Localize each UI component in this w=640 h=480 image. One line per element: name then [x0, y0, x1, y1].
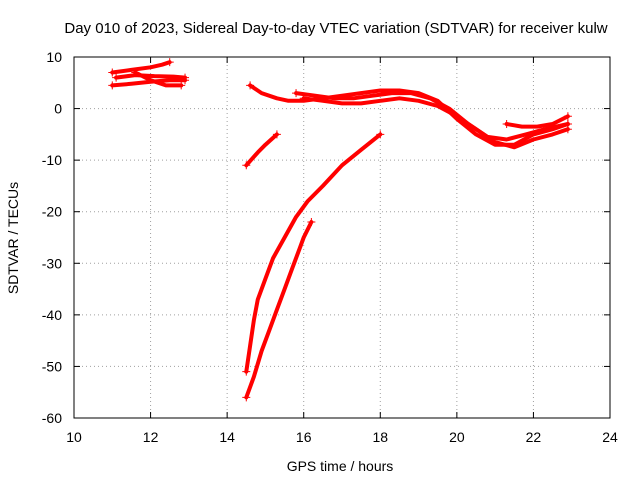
series-arc-4	[131, 68, 186, 90]
data-point-marker	[165, 58, 174, 67]
series-line	[244, 220, 314, 400]
data-point-marker	[292, 89, 301, 98]
data-point-marker	[108, 81, 117, 90]
series-line	[244, 132, 383, 374]
x-tick-label: 14	[219, 429, 235, 445]
data-point-marker	[307, 218, 316, 227]
data-point-marker	[131, 68, 140, 77]
x-axis-label: GPS time / hours	[287, 458, 394, 474]
series-line	[504, 114, 570, 129]
series-line	[294, 91, 570, 142]
series-line	[244, 132, 279, 168]
data-point-marker	[242, 393, 251, 402]
y-tick-label: -30	[42, 255, 62, 271]
y-tick-label: -20	[42, 204, 62, 220]
data-point-marker	[246, 81, 255, 90]
series-arc-10	[242, 130, 385, 376]
y-tick-label: -50	[42, 358, 62, 374]
y-tick-label: -40	[42, 307, 62, 323]
y-tick-label: -60	[42, 410, 62, 426]
data-point-marker	[177, 81, 186, 90]
data-point-marker	[563, 125, 572, 134]
y-tick-label: 0	[54, 101, 62, 117]
axis-ticks: 10 12 14 16 18 20 22 24 10 0 -10 -20 -30 -40 -50 -60	[42, 49, 618, 445]
x-tick-label: 12	[143, 429, 159, 445]
data-point-marker	[242, 161, 251, 170]
x-tick-label: 16	[296, 429, 312, 445]
chart-title: Day 010 of 2023, Sidereal Day-to-day VTE…	[64, 20, 607, 37]
grid	[74, 57, 610, 418]
y-tick-label: -10	[42, 152, 62, 168]
series-line	[301, 96, 570, 150]
data-point-marker	[112, 73, 121, 82]
data-point-marker	[502, 120, 511, 129]
data-point-marker	[272, 130, 281, 139]
data-point-marker	[181, 76, 190, 85]
x-tick-label: 24	[602, 429, 618, 445]
x-tick-label: 10	[66, 429, 82, 445]
series-line	[114, 73, 187, 80]
data-point-marker	[563, 112, 572, 121]
series-arc-9	[502, 112, 572, 129]
data-point-marker	[299, 94, 308, 103]
x-tick-label: 20	[449, 429, 465, 445]
x-tick-label: 18	[372, 429, 388, 445]
plot-frame	[73, 56, 611, 419]
x-tick-label: 22	[526, 429, 542, 445]
data-point-marker	[376, 130, 385, 139]
series-arc-1	[108, 58, 174, 77]
series-arc-5	[242, 130, 281, 170]
y-axis-label: SDTVAR / TECUs	[5, 182, 21, 294]
series-arc-8	[299, 94, 572, 150]
series-arc-11	[242, 218, 316, 402]
series-line	[248, 83, 570, 147]
series-line	[133, 70, 184, 88]
y-tick-label: 10	[46, 49, 62, 65]
series-layer	[108, 58, 572, 402]
data-point-marker	[108, 68, 117, 77]
series-line	[110, 60, 172, 75]
data-point-marker	[242, 367, 251, 376]
